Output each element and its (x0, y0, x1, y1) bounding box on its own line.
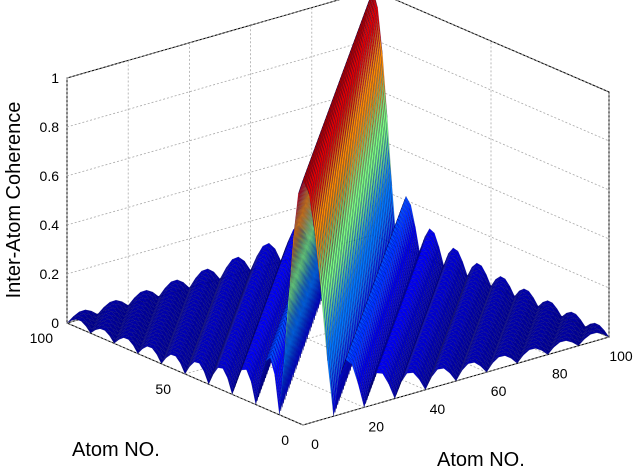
x-tick-label: 80 (552, 366, 568, 382)
coherence-surface (66, 0, 610, 417)
z-gridline (66, 87, 610, 191)
z-tick-label: 0.4 (40, 217, 60, 233)
x-tick-label: 40 (430, 401, 446, 417)
z-tick-label: 1 (51, 70, 59, 86)
y-gridline (302, 92, 610, 426)
y-tick-label: 0 (281, 432, 289, 448)
z-gridline (66, 0, 610, 93)
z-tick-label: 0.2 (40, 266, 60, 282)
x-tick-label: 100 (609, 348, 633, 364)
z-axis-ticks: 0 0.2 0.4 0.6 0.8 1 (40, 70, 60, 331)
y-axis-label: Atom NO. (72, 439, 160, 461)
z-gridline (66, 136, 610, 240)
surface-patch (298, 175, 310, 195)
x-tick-label: 20 (368, 418, 384, 434)
z-gridline (66, 185, 610, 289)
y-axis-ticks: 0 50 100 (30, 330, 290, 448)
x-axis-label: Atom NO. (437, 449, 525, 467)
z-axis-label: Inter-Atom Coherence (3, 102, 25, 299)
y-gridline (184, 41, 492, 375)
y-tick-label: 50 (155, 381, 171, 397)
y-tick-label: 100 (30, 330, 54, 346)
z-tick-label: 0 (51, 315, 59, 331)
x-axis-ticks: 0 20 40 60 80 100 (311, 348, 633, 452)
z-tick-label: 0.6 (40, 168, 60, 184)
z-tick-label: 0.8 (40, 119, 60, 135)
x-tick-label: 60 (491, 383, 507, 399)
z-gridline (66, 38, 610, 142)
x-tick-label: 0 (311, 436, 319, 452)
